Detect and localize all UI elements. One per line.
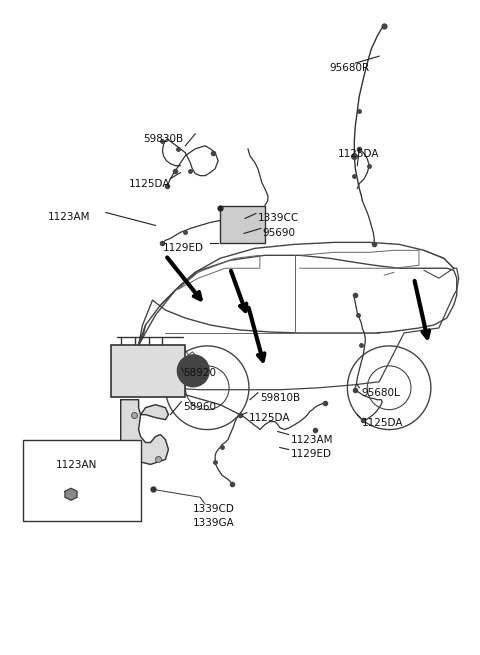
Text: 1339CD: 1339CD	[193, 504, 235, 514]
Text: 58920: 58920	[183, 368, 216, 378]
Text: 1339CC: 1339CC	[258, 214, 299, 223]
Text: 58960: 58960	[183, 402, 216, 412]
Text: 1125DA: 1125DA	[249, 413, 290, 422]
Bar	[23, 440, 141, 521]
Text: 59830B: 59830B	[144, 134, 184, 144]
Polygon shape	[120, 400, 168, 464]
Polygon shape	[65, 489, 77, 500]
Bar	[220, 206, 265, 244]
Text: 1129ED: 1129ED	[162, 244, 204, 253]
Text: 1123AN: 1123AN	[56, 460, 97, 470]
Text: 1125DA: 1125DA	[362, 418, 404, 428]
Text: 1123AM: 1123AM	[291, 434, 333, 445]
Circle shape	[178, 355, 209, 386]
Bar	[111, 345, 185, 397]
Text: 1339GA: 1339GA	[193, 518, 235, 528]
Text: 1129ED: 1129ED	[291, 449, 332, 459]
Text: 95680R: 95680R	[329, 63, 370, 73]
Text: 95680L: 95680L	[361, 388, 400, 398]
Text: 1123AM: 1123AM	[48, 212, 91, 223]
Text: 1125DA: 1125DA	[337, 149, 379, 159]
Text: 95690: 95690	[263, 229, 296, 238]
Text: 59810B: 59810B	[260, 393, 300, 403]
Text: 1125DA: 1125DA	[129, 179, 170, 189]
